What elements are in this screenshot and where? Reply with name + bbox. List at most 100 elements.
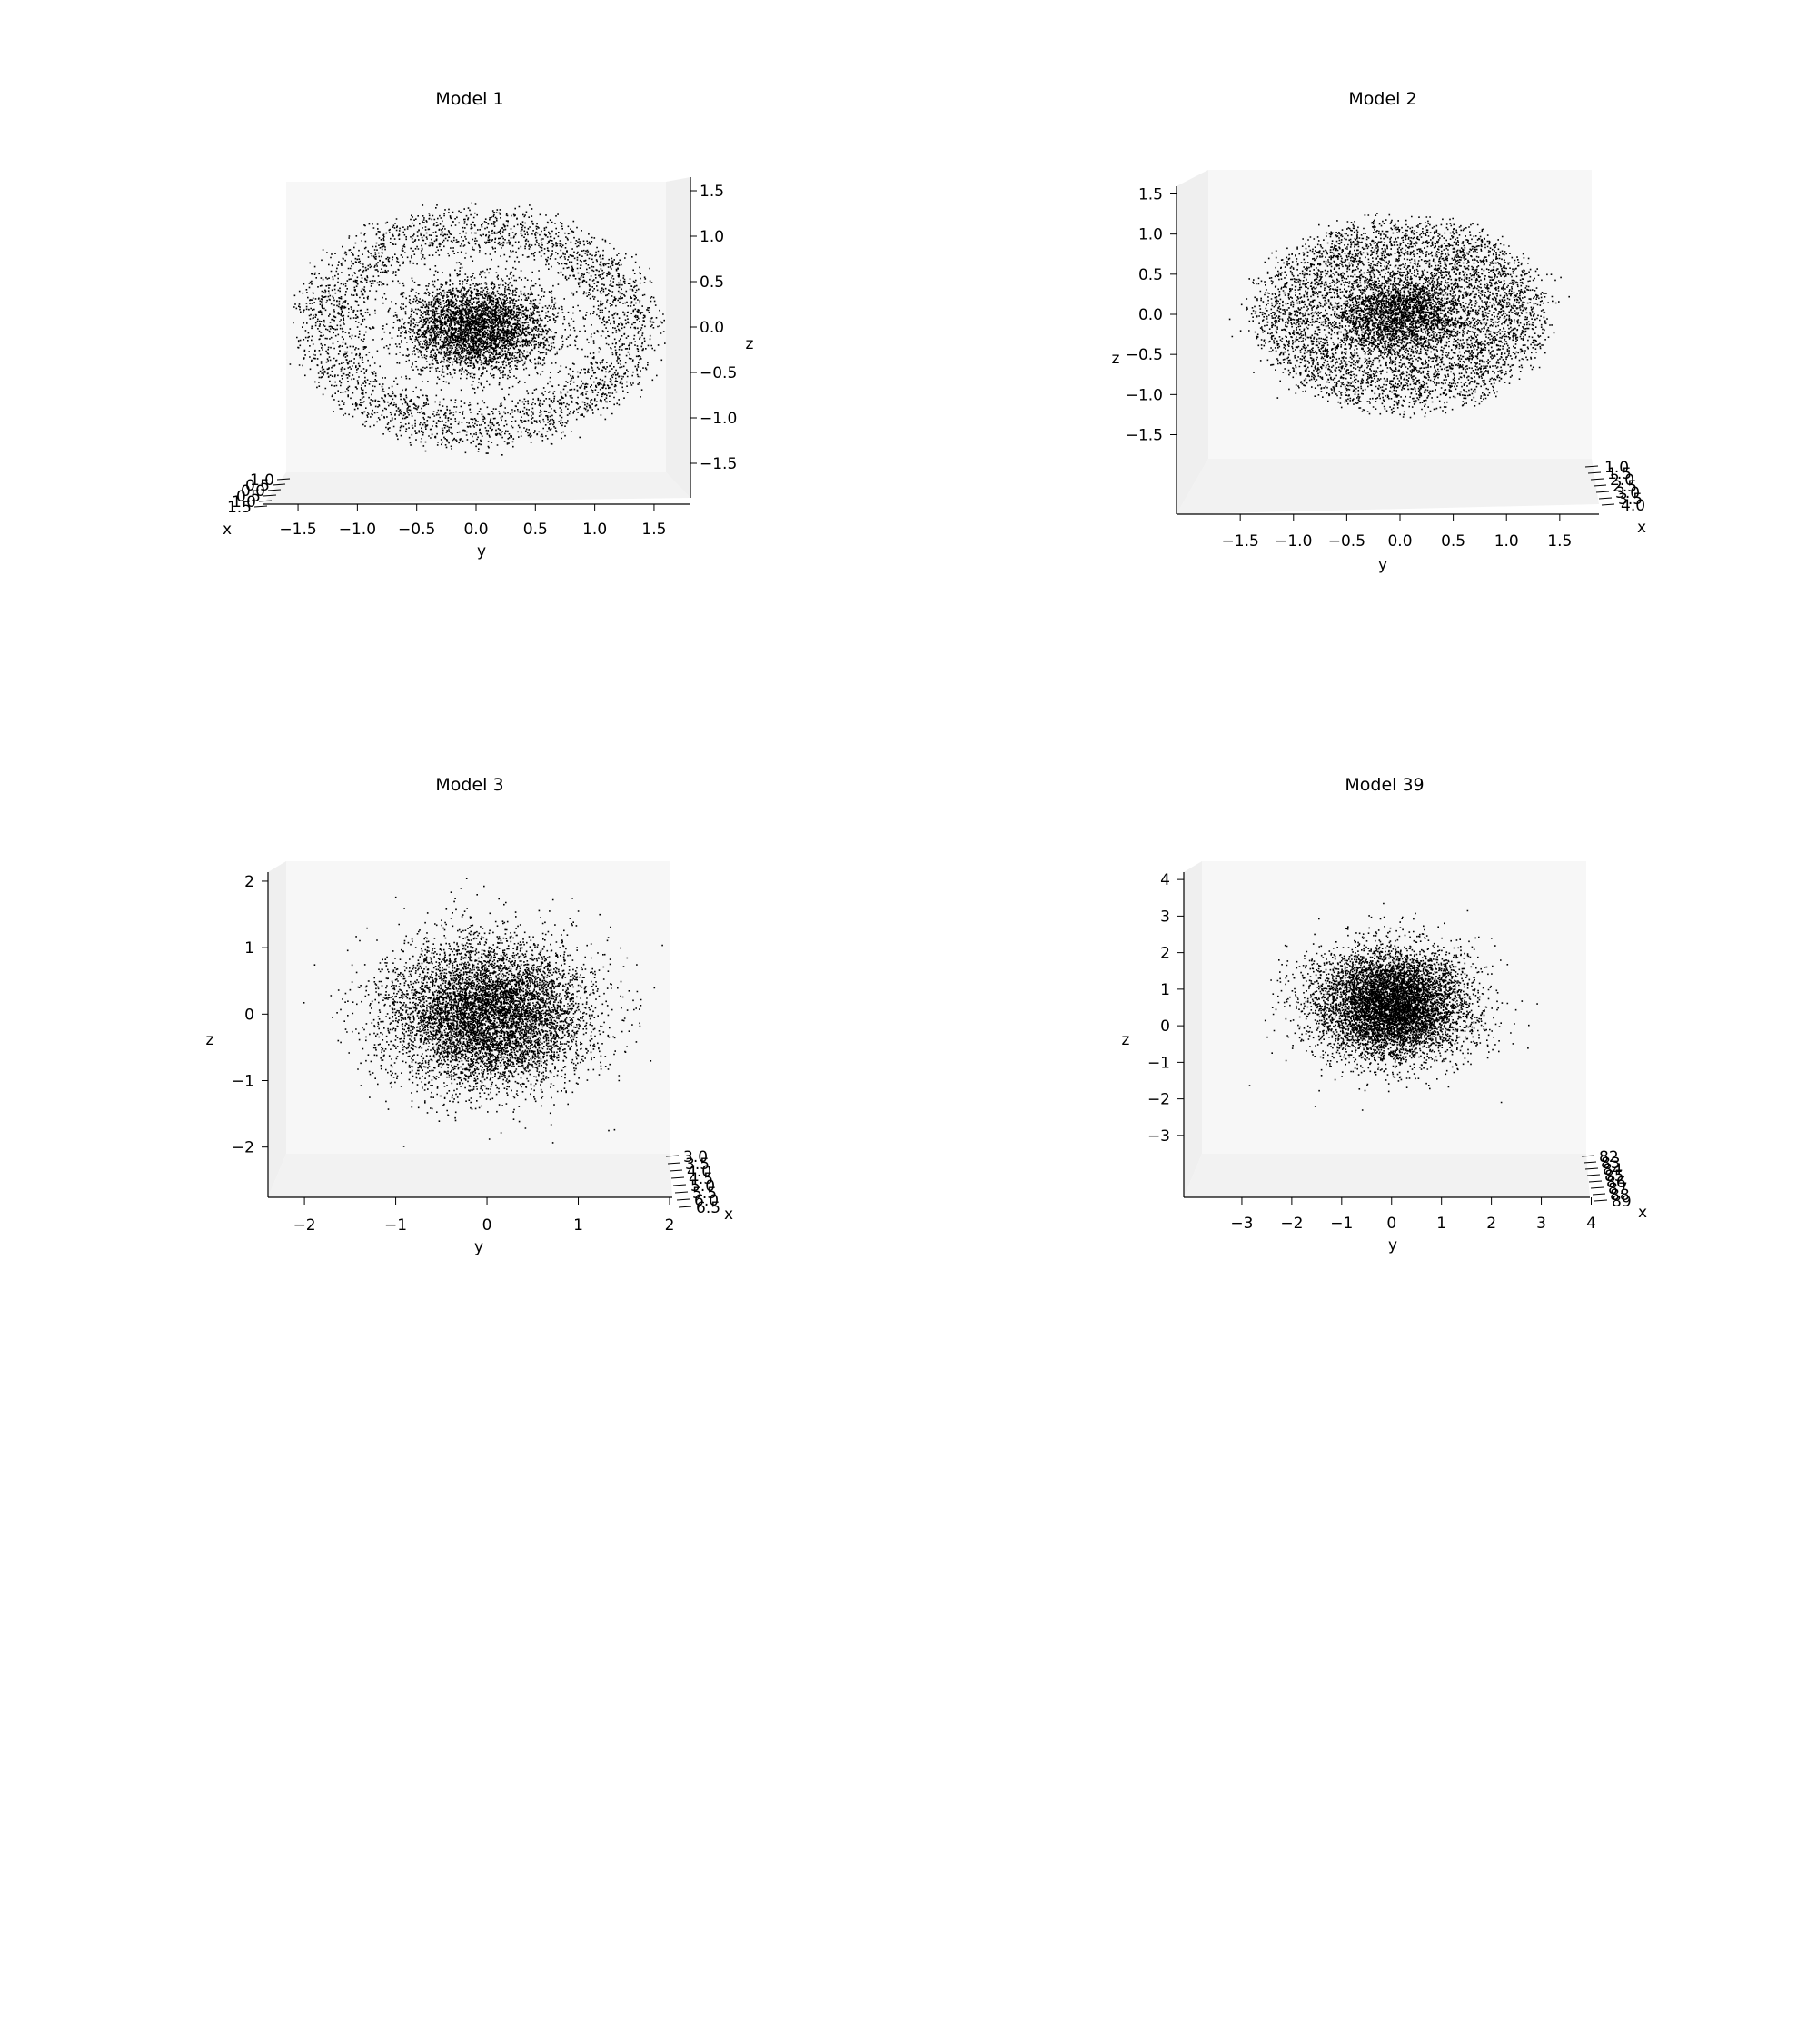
x-tick-label: 2.0 (1610, 471, 1634, 490)
y-axis-label: y (1378, 556, 1387, 574)
x-tick-label: 3.0 (1615, 484, 1640, 502)
x-axis-label: x (1637, 519, 1646, 537)
x-tick-label: 5.5 (692, 1185, 717, 1203)
x-tick-label: 1.0 (232, 493, 256, 511)
x-axis: 1.01.52.02.53.03.54.0 (1584, 459, 1645, 515)
x-tick-mark (1592, 1193, 1606, 1196)
z-axis-label: z (1122, 1031, 1130, 1049)
x-tick-mark (276, 478, 291, 481)
x-tick-label: 1.5 (227, 499, 252, 517)
y-tick-label: 0.5 (1441, 532, 1465, 551)
z-axis-label: z (746, 335, 754, 353)
side-pane (1184, 861, 1202, 1197)
x-axis: 3.03.54.04.55.05.56.06.5 (665, 1148, 720, 1217)
z-tick-label: 1 (1160, 981, 1170, 999)
x-tick-label: 2.5 (1613, 478, 1637, 496)
z-tick-label: −0.5 (700, 364, 737, 382)
z-axis: 4 3 2 1 0 −1 −2 −3 (1147, 871, 1185, 1197)
scatter-marks (303, 878, 663, 1147)
x-tick-mark (1587, 471, 1602, 474)
z-tick-label: 0.5 (1138, 266, 1163, 284)
x-tick-mark (678, 1206, 692, 1208)
x-tick-mark (667, 1162, 681, 1165)
y-axis: −1.5 −1.0 −0.5 0.0 0.5 1.0 1.5 (263, 503, 690, 539)
z-tick-label: 1.5 (1138, 186, 1163, 204)
x-tick-mark (1588, 1180, 1603, 1183)
z-tick-label: −1 (232, 1073, 254, 1091)
x-tick-label: 87 (1608, 1180, 1628, 1198)
y-tick-label: 0.0 (1387, 532, 1412, 551)
scatter-points (289, 202, 666, 456)
z-tick-label: 0 (244, 1006, 254, 1024)
y-tick-label: −2 (1280, 1215, 1303, 1233)
z-tick-label: −2 (232, 1139, 254, 1157)
subplot-title: Model 3 (435, 775, 503, 795)
z-tick-label: −1.0 (700, 410, 737, 428)
x-axis-label: x (223, 521, 232, 539)
x-axis: 1.00.50.00.51.01.5 (227, 471, 291, 517)
x-tick-mark (1601, 503, 1615, 506)
x-tick-mark (263, 494, 277, 497)
floor-pane (263, 472, 690, 504)
floor-pane (268, 1154, 672, 1197)
y-tick-label: 3 (1536, 1215, 1546, 1233)
z-tick-label: 1.0 (1138, 226, 1163, 244)
x-tick-label: 4.5 (689, 1170, 713, 1188)
y-tick-label: 1 (573, 1216, 583, 1235)
scatter-points (303, 878, 663, 1147)
x-tick-label: 3.5 (685, 1156, 710, 1174)
z-axis: 1.5 1.0 0.5 0.0 −0.5 −1.0 −1.5 (690, 177, 737, 498)
y-axis-label: y (1388, 1236, 1397, 1255)
x-tick-label: 4.0 (1621, 497, 1645, 515)
y-axis: −3 −2 −1 0 1 2 3 4 (1184, 1196, 1596, 1233)
y-tick-label: −3 (1230, 1215, 1253, 1233)
x-tick-label: 1.0 (250, 471, 274, 490)
z-tick-label: 2 (244, 873, 254, 891)
y-tick-label: 1.5 (641, 521, 666, 539)
x-tick-mark (1595, 491, 1610, 493)
z-tick-label: −1.5 (1126, 427, 1163, 445)
scatter-marks (1228, 213, 1570, 419)
x-axis-label: x (724, 1206, 733, 1224)
z-tick-label: 3 (1160, 908, 1170, 926)
side-pane (268, 861, 286, 1197)
x-tick-label: 88 (1610, 1186, 1630, 1205)
x-axis-label: x (1638, 1204, 1647, 1222)
z-axis: 2 1 0 −1 −2 (232, 872, 269, 1197)
x-tick-mark (1584, 1167, 1599, 1170)
x-tick-label: 89 (1612, 1193, 1632, 1211)
x-tick-mark (253, 505, 268, 508)
y-axis-label: y (474, 1238, 483, 1256)
x-tick-mark (1594, 1199, 1608, 1202)
x-tick-label: 0.0 (241, 482, 265, 501)
z-tick-label: −2 (1147, 1091, 1170, 1109)
scatter-points (1228, 213, 1570, 419)
z-tick-label: 0.0 (1138, 306, 1163, 324)
z-tick-label: −1 (1147, 1054, 1170, 1072)
y-tick-label: −1.5 (1222, 532, 1259, 551)
y-axis-label: y (477, 542, 486, 561)
y-tick-label: 0 (482, 1216, 492, 1235)
z-tick-label: −3 (1147, 1127, 1170, 1146)
z-tick-label: 1 (244, 939, 254, 958)
z-tick-label: 2 (1160, 945, 1170, 963)
y-tick-label: 2 (1486, 1215, 1496, 1233)
y-tick-label: 1 (1436, 1215, 1446, 1233)
subplot-title: Model 1 (435, 89, 503, 109)
floor-pane (1177, 459, 1599, 514)
z-axis-label: z (1112, 350, 1120, 368)
x-tick-label: 1.5 (1607, 465, 1632, 483)
y-tick-label: 1.5 (1547, 532, 1572, 551)
subplot-model-3: Model 3 −2 −1 0 1 2 2 1 0 −1 −2 3.03.54.04.55.05… (206, 775, 734, 1256)
x-tick-mark (1598, 497, 1613, 500)
x-tick-label: 86 (1606, 1174, 1626, 1192)
x-tick-label: 83 (1601, 1155, 1621, 1173)
y-tick-label: 1.0 (582, 521, 607, 539)
subplot-model-2: Model 2 −1.5 −1.0 −0.5 0.0 0.5 1.0 1.5 1.51.00… (1112, 89, 1647, 574)
z-tick-label: 1.0 (700, 228, 724, 246)
x-tick-label: 3.0 (683, 1148, 708, 1166)
z-tick-label: 0.0 (700, 319, 724, 337)
y-tick-label: −1.0 (1275, 532, 1312, 551)
